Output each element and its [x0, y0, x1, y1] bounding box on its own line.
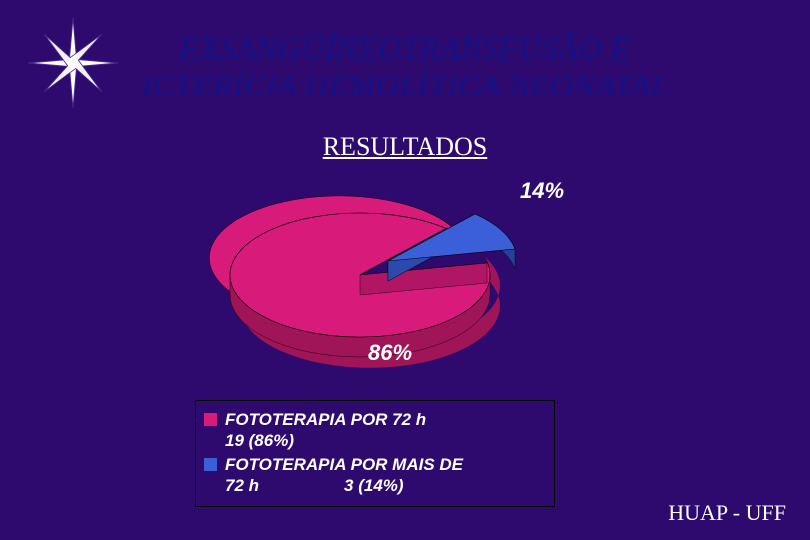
legend-label: FOTOTERAPIA POR 72 h 19 (86%) [225, 409, 426, 452]
legend-label: FOTOTERAPIA POR MAIS DE 72 h 3 (14%) [225, 454, 463, 497]
pie-chart: 14% 86% [200, 180, 600, 380]
legend-item: FOTOTERAPIA POR MAIS DE 72 h 3 (14%) [204, 454, 546, 497]
page-title: EXSANGÜÍNEOTRANSFUSÃO E ICTERÍCIA HEMOLÍ… [0, 30, 810, 104]
legend-item: FOTOTERAPIA POR 72 h 19 (86%) [204, 409, 546, 452]
title-line1: EXSANGÜÍNEOTRANSFUSÃO E [179, 30, 630, 66]
title-line2: ICTERÍCIA HEMOLÍTICA NEONATAL [141, 67, 668, 103]
legend-swatch-icon [204, 413, 217, 426]
legend-swatch-icon [204, 458, 217, 471]
pie-label-large: 86% [368, 340, 412, 366]
section-heading: RESULTADOS [0, 132, 810, 162]
chart-legend: FOTOTERAPIA POR 72 h 19 (86%) FOTOTERAPI… [195, 400, 555, 507]
footer-text: HUAP - UFF [668, 500, 786, 526]
pie-label-small: 14% [520, 178, 564, 204]
